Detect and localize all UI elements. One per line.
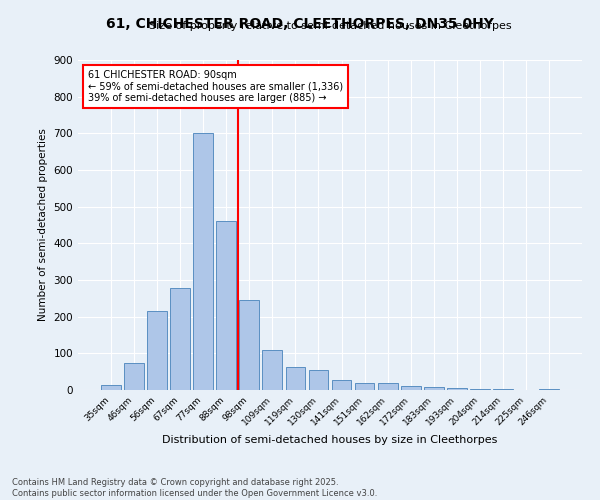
Bar: [355, 382, 374, 390]
Bar: [378, 384, 398, 390]
Bar: [193, 134, 213, 390]
Y-axis label: Number of semi-detached properties: Number of semi-detached properties: [38, 128, 48, 322]
Bar: [470, 389, 490, 390]
Text: 61 CHICHESTER ROAD: 90sqm
← 59% of semi-detached houses are smaller (1,336)
39% : 61 CHICHESTER ROAD: 90sqm ← 59% of semi-…: [88, 70, 343, 103]
Bar: [286, 367, 305, 390]
Bar: [147, 311, 167, 390]
Bar: [170, 288, 190, 390]
Bar: [424, 387, 443, 390]
X-axis label: Distribution of semi-detached houses by size in Cleethorpes: Distribution of semi-detached houses by …: [163, 436, 497, 446]
Title: Size of property relative to semi-detached houses in Cleethorpes: Size of property relative to semi-detach…: [149, 22, 511, 32]
Bar: [101, 384, 121, 390]
Bar: [124, 362, 143, 390]
Text: 61, CHICHESTER ROAD, CLEETHORPES, DN35 0HY: 61, CHICHESTER ROAD, CLEETHORPES, DN35 0…: [106, 18, 494, 32]
Bar: [239, 300, 259, 390]
Bar: [447, 388, 467, 390]
Bar: [332, 380, 352, 390]
Text: Contains HM Land Registry data © Crown copyright and database right 2025.
Contai: Contains HM Land Registry data © Crown c…: [12, 478, 377, 498]
Bar: [262, 350, 282, 390]
Bar: [401, 386, 421, 390]
Bar: [308, 370, 328, 390]
Bar: [217, 222, 236, 390]
